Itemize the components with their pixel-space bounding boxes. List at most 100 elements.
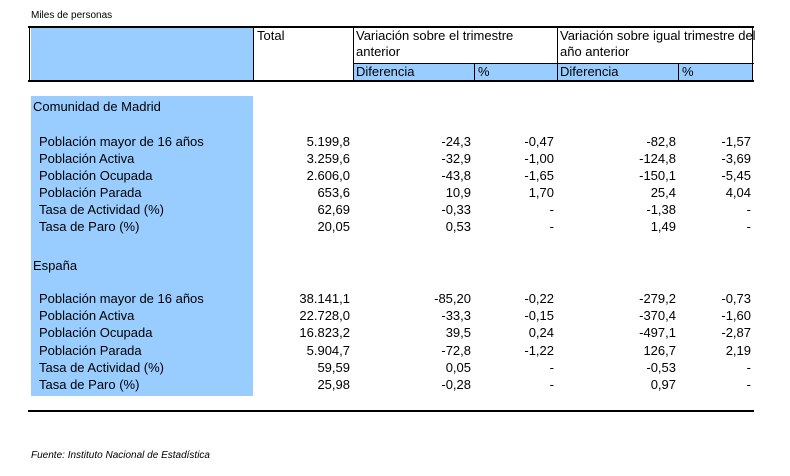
cell-vy-diff: -82,8 bbox=[646, 134, 676, 149]
row-label: Población Ocupada bbox=[39, 325, 153, 340]
cell-total: 653,6 bbox=[317, 185, 350, 200]
header-var-prev-quarter: Variación sobre el trimestre anterior bbox=[356, 28, 514, 59]
row-label: Población Parada bbox=[39, 185, 142, 200]
cell-vy-pct: -1,57 bbox=[721, 134, 751, 149]
row-label: Población Activa bbox=[39, 151, 135, 166]
cell-vy-diff: 1,49 bbox=[650, 219, 676, 234]
section-title: Comunidad de Madrid bbox=[33, 99, 161, 114]
table-row: Población Parada 5.904,7 -72,8 -1,22 126… bbox=[0, 342, 790, 359]
cell-vq-pct: 0,24 bbox=[528, 325, 554, 340]
row-label: Población mayor de 16 años bbox=[39, 134, 204, 149]
cell-vy-pct: -0,73 bbox=[721, 291, 751, 306]
row-label: Tasa de Actividad (%) bbox=[39, 202, 165, 217]
cell-vy-diff: -0,53 bbox=[646, 360, 676, 375]
cell-vq-pct: - bbox=[549, 360, 554, 375]
cell-vq-diff: -85,20 bbox=[434, 291, 471, 306]
cell-vq-diff: -33,3 bbox=[441, 308, 471, 323]
grid-vy-pct-left bbox=[678, 63, 679, 81]
cell-total: 3.259,6 bbox=[306, 151, 350, 166]
cell-vq-diff: 0,05 bbox=[445, 360, 471, 375]
grid-left bbox=[29, 26, 30, 81]
cell-vq-diff: -32,9 bbox=[441, 151, 471, 166]
cell-vq-diff: 0,53 bbox=[445, 219, 471, 234]
table-row: Población mayor de 16 años 5.199,8 -24,3… bbox=[0, 133, 790, 150]
cell-total: 22.728,0 bbox=[299, 308, 350, 323]
cell-vy-diff: 25,4 bbox=[650, 185, 676, 200]
cell-vy-pct: 4,04 bbox=[725, 185, 751, 200]
cell-vy-diff: -1,38 bbox=[646, 202, 676, 217]
table-row: Tasa de Actividad (%) 59,59 0,05 - -0,53… bbox=[0, 359, 790, 376]
cell-vq-diff: -0,28 bbox=[441, 377, 471, 392]
cell-vy-diff: 126,7 bbox=[643, 343, 676, 358]
cell-vq-pct: - bbox=[549, 377, 554, 392]
cell-total: 38.141,1 bbox=[299, 291, 350, 306]
section-title: España bbox=[33, 258, 78, 273]
cell-vq-pct: -1,65 bbox=[524, 168, 554, 183]
cell-vy-diff: -279,2 bbox=[639, 291, 676, 306]
rule-subheader-top bbox=[353, 63, 754, 64]
cell-vq-pct: 1,70 bbox=[528, 185, 554, 200]
cell-vq-pct: - bbox=[549, 219, 554, 234]
cell-vq-pct: -0,47 bbox=[524, 134, 554, 149]
cell-vy-pct: - bbox=[746, 202, 751, 217]
cell-total: 5.199,8 bbox=[306, 134, 350, 149]
table-row: Tasa de Paro (%) 25,98 -0,28 - 0,97 - bbox=[0, 376, 790, 393]
row-label: Población Parada bbox=[39, 343, 142, 358]
table-row: Población Ocupada 16.823,2 39,5 0,24 -49… bbox=[0, 324, 790, 341]
cell-vq-diff: -72,8 bbox=[441, 343, 471, 358]
header-label-fill bbox=[31, 27, 253, 80]
cell-vy-pct: -1,60 bbox=[721, 308, 751, 323]
cell-total: 25,98 bbox=[317, 377, 350, 392]
cell-total: 5.904,7 bbox=[306, 343, 350, 358]
cell-vq-pct: -1,00 bbox=[524, 151, 554, 166]
grid-vq-pct-left bbox=[474, 63, 475, 81]
cell-vy-diff: -497,1 bbox=[639, 325, 676, 340]
rule-header-bottom bbox=[28, 80, 754, 82]
cell-vy-diff: -124,8 bbox=[639, 151, 676, 166]
cell-vy-pct: - bbox=[746, 219, 751, 234]
table-row: Tasa de Paro (%) 20,05 0,53 - 1,49 - bbox=[0, 218, 790, 235]
subheader-vq-diferencia: Diferencia bbox=[356, 64, 415, 79]
header-subheader-fill bbox=[353, 64, 752, 80]
cell-vq-pct: -0,15 bbox=[524, 308, 554, 323]
table-row: Población Activa 22.728,0 -33,3 -0,15 -3… bbox=[0, 307, 790, 324]
cell-total: 20,05 bbox=[317, 219, 350, 234]
subheader-vy-pct: % bbox=[682, 64, 694, 79]
table-row: Población Parada 653,6 10,9 1,70 25,4 4,… bbox=[0, 184, 790, 201]
row-label: Tasa de Paro (%) bbox=[39, 377, 140, 392]
cell-vq-pct: -0,22 bbox=[524, 291, 554, 306]
header-var-prev-year: Variación sobre igual trimestre del año … bbox=[560, 28, 756, 59]
row-label: Población Activa bbox=[39, 308, 135, 323]
cell-vy-diff: -150,1 bbox=[639, 168, 676, 183]
grid-right bbox=[752, 26, 753, 81]
subheader-vy-diferencia: Diferencia bbox=[560, 64, 619, 79]
cell-vq-diff: -43,8 bbox=[441, 168, 471, 183]
table-row: Tasa de Actividad (%) 62,69 -0,33 - -1,3… bbox=[0, 201, 790, 218]
table-row: Población mayor de 16 años 38.141,1 -85,… bbox=[0, 290, 790, 307]
row-label: Población mayor de 16 años bbox=[39, 291, 204, 306]
subheader-vq-pct: % bbox=[478, 64, 490, 79]
cell-total: 62,69 bbox=[317, 202, 350, 217]
grid-vq-left bbox=[353, 26, 354, 81]
cell-total: 59,59 bbox=[317, 360, 350, 375]
header-total: Total bbox=[257, 28, 285, 43]
cell-vy-pct: -5,45 bbox=[721, 168, 751, 183]
row-label: Población Ocupada bbox=[39, 168, 153, 183]
cell-vy-pct: -3,69 bbox=[721, 151, 751, 166]
cell-vq-pct: -1,22 bbox=[524, 343, 554, 358]
cell-vy-pct: - bbox=[746, 360, 751, 375]
cell-vy-pct: - bbox=[746, 377, 751, 392]
cell-vq-pct: - bbox=[549, 202, 554, 217]
cell-vq-diff: 39,5 bbox=[445, 325, 471, 340]
grid-vy-left bbox=[557, 26, 558, 81]
row-label: Tasa de Actividad (%) bbox=[39, 360, 165, 375]
rule-bottom bbox=[28, 410, 754, 412]
grid-total-left bbox=[253, 26, 254, 81]
cell-vy-diff: -370,4 bbox=[639, 308, 676, 323]
units-note: Miles de personas bbox=[31, 10, 113, 21]
table-row: Población Ocupada 2.606,0 -43,8 -1,65 -1… bbox=[0, 167, 790, 184]
cell-vq-diff: -0,33 bbox=[441, 202, 471, 217]
cell-total: 16.823,2 bbox=[299, 325, 350, 340]
row-label: Tasa de Paro (%) bbox=[39, 219, 140, 234]
cell-vq-diff: 10,9 bbox=[445, 185, 471, 200]
